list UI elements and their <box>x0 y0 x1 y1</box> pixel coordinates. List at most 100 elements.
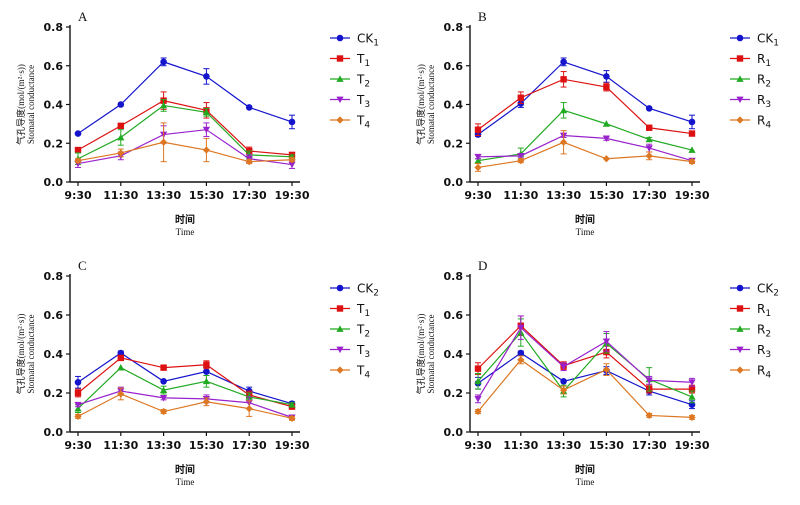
data-point <box>160 407 168 416</box>
series-line <box>77 129 293 166</box>
x-tick-label: 15:30 <box>589 189 624 202</box>
legend-label: CK1 <box>357 32 379 49</box>
legend-marker <box>336 305 344 312</box>
y-axis-title-en: Stomatal conductance <box>426 314 436 393</box>
legend-label-name: T <box>356 364 365 378</box>
y-tick-label: 0.0 <box>44 176 64 189</box>
data-point <box>117 349 125 357</box>
data-point <box>245 158 253 166</box>
legend-label-name: R <box>757 93 765 107</box>
data-point <box>517 349 525 357</box>
x-tick-label: 15:30 <box>189 439 224 452</box>
legend-label: CK2 <box>357 282 379 299</box>
series-line <box>77 393 293 419</box>
x-tick-label: 13:30 <box>146 439 181 452</box>
legend-label: R1 <box>757 52 771 69</box>
legend-entry: R3 <box>730 93 771 110</box>
data-point <box>517 152 525 160</box>
legend-label: T4 <box>356 364 370 381</box>
legend-marker <box>736 346 744 354</box>
data-point <box>117 149 125 157</box>
x-tick-label: 19:30 <box>274 189 309 202</box>
legend-label: R1 <box>757 302 771 319</box>
legend-label: T4 <box>356 114 370 131</box>
x-tick-label: 13:30 <box>546 439 581 452</box>
data-point <box>288 118 296 126</box>
legend-label: T3 <box>356 343 370 360</box>
legend-label-sub: 2 <box>765 330 771 340</box>
series-t3 <box>74 386 296 421</box>
data-point <box>74 130 82 137</box>
legend-marker <box>336 96 344 104</box>
y-tick-label: 0.2 <box>44 387 64 400</box>
data-point <box>560 378 567 385</box>
legend-entry: T1 <box>330 302 370 319</box>
x-tick-label: 11:30 <box>103 189 138 202</box>
legend-marker <box>336 346 344 354</box>
legend-label: T2 <box>356 323 370 340</box>
data-point <box>603 83 610 91</box>
data-point <box>560 386 568 394</box>
legend-label-sub: 4 <box>364 121 370 131</box>
legend-label-name: R <box>757 364 765 378</box>
legend-label-sub: 3 <box>364 100 370 110</box>
legend-entry: T4 <box>330 114 370 131</box>
y-tick-label: 0.8 <box>44 270 64 283</box>
legend-label: CK2 <box>757 282 779 299</box>
legend-entry: R1 <box>730 302 771 319</box>
legend-marker <box>736 34 744 42</box>
data-point <box>688 385 696 393</box>
legend-marker <box>736 116 744 124</box>
legend-label-sub: 2 <box>765 80 771 90</box>
data-point <box>645 152 653 160</box>
legend-entry: R1 <box>730 52 771 69</box>
y-tick-label: 0.2 <box>44 137 64 150</box>
data-point <box>117 101 125 108</box>
panel-b: B 0.0 0.2 0.4 0.6 0.8 9:30 11:30 13:30 15:30 17:30… <box>415 9 779 237</box>
legend-entry: CK2 <box>730 282 779 299</box>
data-point <box>245 104 253 111</box>
legend-label: CK1 <box>757 32 779 49</box>
x-tick-label: 19:30 <box>674 189 709 202</box>
data-point <box>474 365 482 372</box>
legend-label-name: R <box>757 343 765 357</box>
data-point <box>288 414 296 422</box>
series-t2 <box>74 364 296 413</box>
panel-label: C <box>78 258 87 273</box>
y-tick-label: 0.6 <box>444 60 464 73</box>
data-point <box>74 378 82 386</box>
data-point <box>203 73 210 80</box>
x-tick-label: 19:30 <box>274 439 309 452</box>
series-line <box>477 141 693 169</box>
legend-label-name: CK <box>357 32 374 46</box>
y-axis-title-en: Stomatal conductance <box>426 65 436 144</box>
legend-label: R2 <box>757 73 771 90</box>
series-line <box>477 109 693 162</box>
legend-label-name: T <box>356 343 365 357</box>
data-point <box>602 120 610 127</box>
data-point <box>203 361 210 368</box>
panel-label: D <box>478 258 487 273</box>
legend-label-sub: 1 <box>364 59 370 69</box>
legend-entry: T3 <box>330 343 370 360</box>
x-axis-title-cn: 时间 <box>175 213 195 226</box>
series-r2 <box>474 102 696 164</box>
series-r3 <box>474 315 696 404</box>
y-axis-title-cn: 气孔导度(mol/(m²·s)) <box>415 64 426 145</box>
x-axis-title-cn: 时间 <box>575 213 595 226</box>
y-tick-label: 0.4 <box>444 348 464 361</box>
legend-label-sub: 1 <box>373 39 379 49</box>
data-point <box>560 58 567 66</box>
data-point <box>202 377 210 385</box>
legend-marker <box>736 366 744 374</box>
data-point <box>474 163 482 172</box>
series-line <box>77 104 293 160</box>
y-tick-label: 0.0 <box>444 426 464 439</box>
data-point <box>117 133 125 141</box>
legend-label-name: R <box>757 52 765 66</box>
data-point <box>117 390 125 398</box>
legend-entry: T4 <box>330 364 370 381</box>
legend-label: R3 <box>757 93 771 110</box>
